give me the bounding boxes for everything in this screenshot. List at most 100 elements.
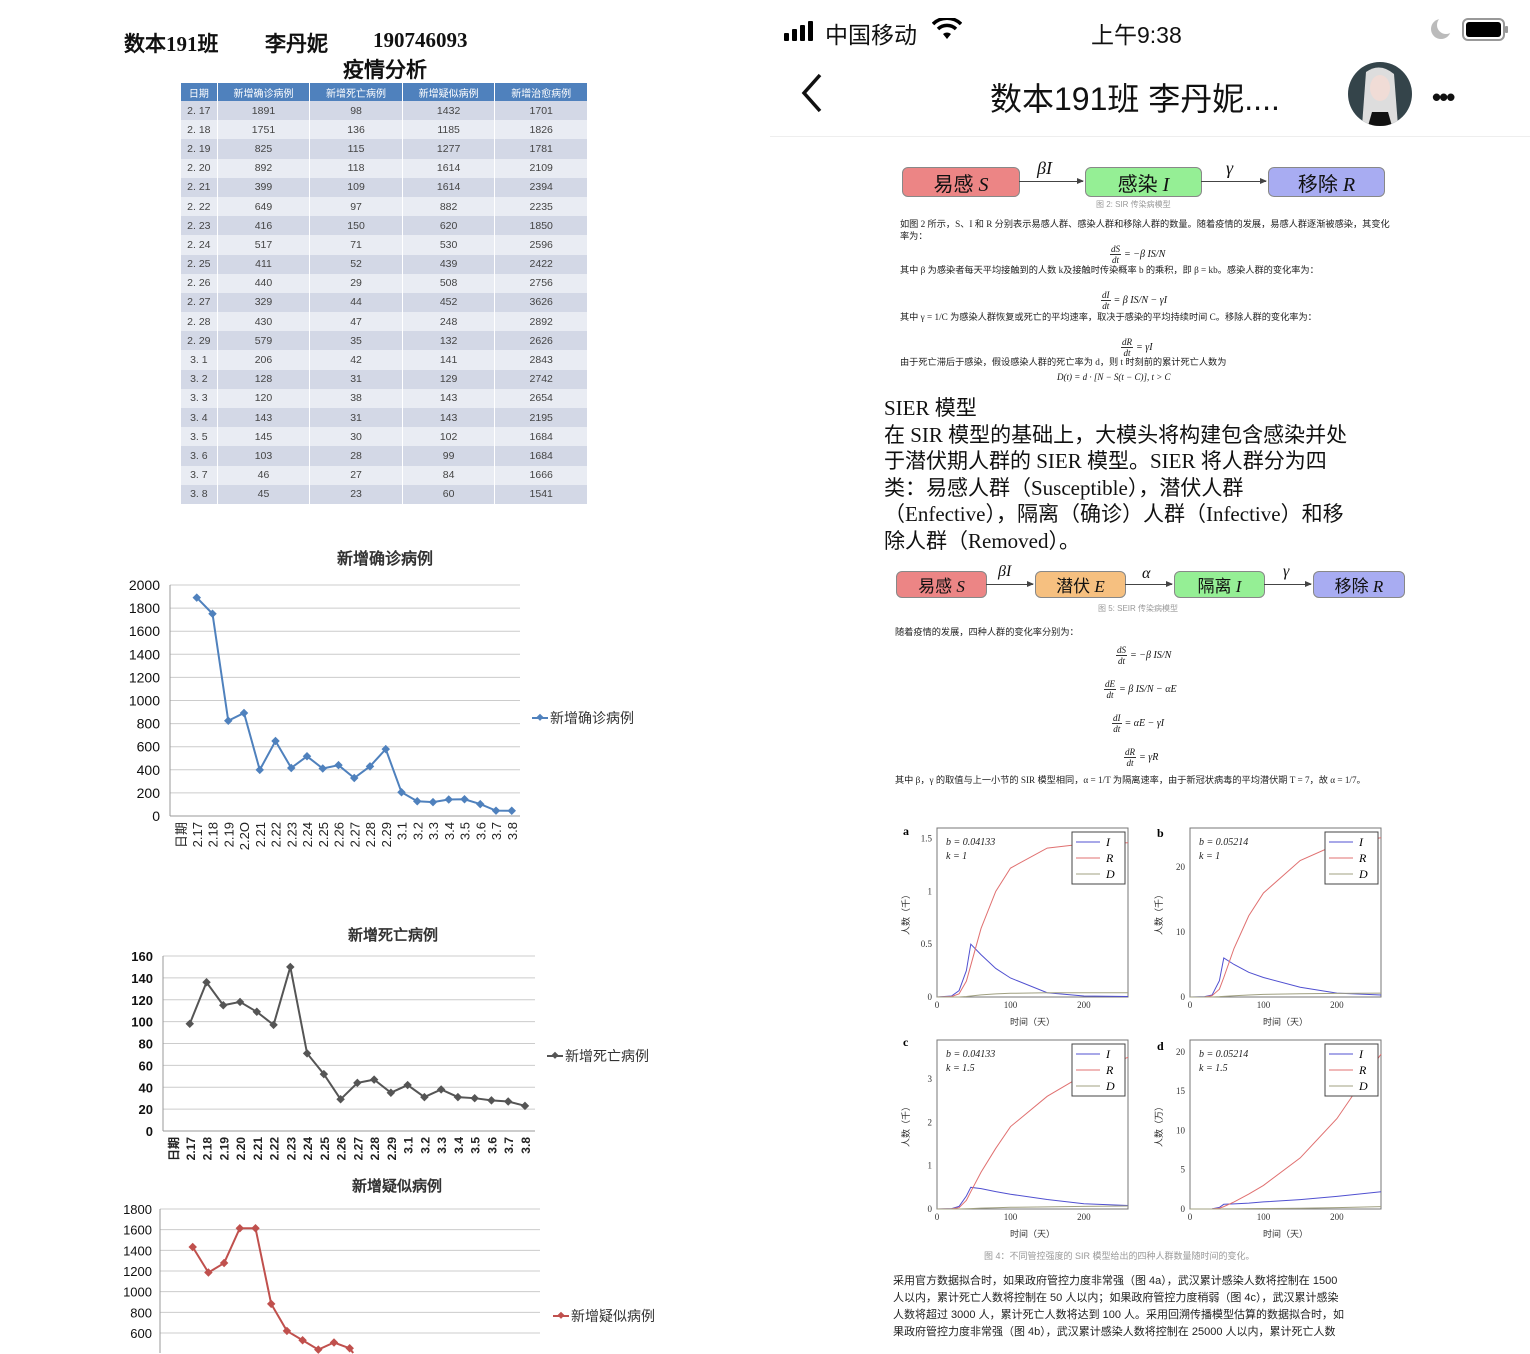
data-point [302, 1049, 312, 1058]
sir-para-2: 其中 β 为感染者每天平均接触到的人数 k及接触时传染概率 b 的乘积，即 β … [900, 265, 1319, 275]
nav-bar: 数本191班 李丹妮.... ••• [770, 60, 1530, 137]
table-cell: 2892 [494, 312, 588, 332]
y-tick-label: 600 [130, 1326, 152, 1341]
chart2-title: 新增死亡病例 [347, 928, 438, 944]
table-cell: 1614 [402, 158, 496, 178]
signal-icon [784, 20, 818, 47]
data-point [386, 1088, 396, 1097]
x-tick-label: 2.22 [269, 822, 284, 847]
data-point [266, 1299, 276, 1309]
seir-box-exposed: 潜伏 E [1035, 571, 1126, 598]
table-cell: 2756 [494, 273, 588, 293]
data-point [219, 1258, 229, 1268]
table-cell: 1277 [402, 139, 496, 159]
table-cell: 399 [217, 177, 311, 197]
arrow-icon [1019, 178, 1084, 184]
x-tick-label: 3.8 [519, 1137, 533, 1154]
table-cell: 3. 8 [181, 484, 218, 504]
phone-screen: 中国移动 上午9:38 数本191班 李丹妮.... ••• [770, 0, 1530, 1354]
data-point [239, 708, 249, 718]
table-cell: 3. 6 [181, 446, 218, 466]
sir-eq-1: dS dt = −β IS/N [1110, 244, 1166, 265]
data-point [491, 806, 501, 815]
table-cell: 206 [217, 350, 311, 370]
avatar[interactable] [1348, 62, 1412, 126]
sir-box-infected: 感染 I [1085, 167, 1202, 197]
table-cell: 31 [309, 408, 403, 428]
table-cell: 44 [309, 292, 403, 313]
table-row: 3. 2 128 31 129 2742 [181, 369, 588, 389]
sier-line: （Enfective），隔离（确诊）人群（Infective）和移 [884, 502, 1344, 526]
more-button[interactable]: ••• [1432, 82, 1455, 112]
status-bar: 中国移动 上午9:38 [770, 14, 1530, 48]
back-button[interactable] [800, 72, 824, 119]
table-cell: 411 [217, 254, 311, 274]
table-cell: 2654 [494, 388, 588, 408]
data-point [520, 1101, 530, 1111]
table-cell: 143 [217, 408, 311, 428]
doc-title: 疫情分析 [343, 58, 427, 82]
table-row: 3. 8 45 23 60 1541 [181, 484, 588, 504]
table-cell: 1781 [494, 139, 588, 159]
column-header: 新增确诊病例 [217, 83, 311, 101]
data-point [453, 1092, 463, 1102]
data-point [397, 787, 406, 797]
x-tick-label: 2.21 [253, 822, 268, 847]
seir-para-2: 其中 β，γ 的取值与上一小节的 SIR 模型相同，α = 1/T 为隔离速率，… [895, 775, 1366, 785]
table-cell: 1614 [402, 177, 496, 197]
table-row: 2. 19 825 115 1277 1781 [181, 139, 588, 159]
table-cell: 2109 [494, 158, 588, 178]
x-tick-label: 2.23 [284, 1137, 298, 1161]
sir-arrow-label-2: γ [1226, 158, 1234, 178]
sir-eq-4: D(t) = d · [N − S(t − C)], t > C [1057, 372, 1171, 382]
table-cell: 439 [402, 254, 496, 274]
table-cell: 28 [309, 446, 403, 466]
data-point [345, 1344, 354, 1353]
seir-arrow-label-2: α [1142, 565, 1151, 582]
table-cell: 141 [402, 350, 496, 370]
data-point [208, 609, 217, 619]
seir-para-1: 随着疫情的发展，四种人群的变化率分别为： [895, 627, 1079, 637]
table-cell: 118 [309, 158, 403, 178]
x-tick-label: 2.23 [284, 822, 299, 847]
table-cell: 35 [309, 331, 403, 351]
x-tick-label: 3.3 [435, 1137, 449, 1154]
x-tick-label: 2.26 [332, 822, 347, 847]
legend-marker [536, 713, 544, 721]
sir-eq-3: dR dt = γI [1121, 337, 1153, 358]
data-point [413, 796, 422, 806]
data-point [487, 1096, 496, 1105]
table-cell: 416 [217, 216, 311, 236]
table-cell: 329 [217, 292, 311, 313]
table-cell: 1684 [494, 427, 588, 447]
table-row: 2. 29 579 35 132 2626 [181, 331, 588, 351]
table-cell: 2. 21 [181, 177, 218, 197]
data-point [185, 1019, 195, 1029]
table-cell: 3. 5 [181, 427, 218, 447]
table-row: 2. 26 440 29 508 2756 [181, 273, 588, 293]
table-cell: 2. 24 [181, 235, 218, 255]
y-tick-label: 80 [139, 1037, 153, 1052]
sier-line: 除人群（Removed）。 [884, 528, 1080, 553]
table-cell: 1185 [402, 120, 496, 140]
seir-box-removed: 移除 R [1313, 571, 1405, 598]
data-point [436, 1085, 446, 1094]
table-cell: 530 [402, 235, 496, 255]
table-cell: 45 [217, 484, 311, 504]
x-tick-label: 2.28 [363, 822, 378, 847]
epidemic-table: 日期 新增确诊病例 新增死亡病例 新增疑似病例 新增治愈病例 2. 17 1891 98 14… [181, 83, 588, 504]
data-point [188, 1242, 197, 1252]
table-row: 2. 18 1751 136 1185 1826 [181, 120, 588, 140]
series-line [196, 596, 512, 812]
seir-box-susceptible: 易感 S [896, 571, 987, 598]
chat-title: 数本191班 李丹妮.... [990, 81, 1280, 117]
x-tick-label: 2.25 [318, 1137, 332, 1161]
legend-label: 新增死亡病例 [565, 1049, 649, 1065]
y-tick-label: 600 [137, 739, 161, 755]
table-cell: 23 [309, 484, 403, 504]
table-cell: 440 [217, 273, 311, 293]
x-tick-label: 2.19 [221, 822, 236, 847]
data-point [428, 797, 438, 807]
table-cell: 2. 20 [181, 158, 218, 178]
table-cell: 47 [309, 312, 403, 332]
